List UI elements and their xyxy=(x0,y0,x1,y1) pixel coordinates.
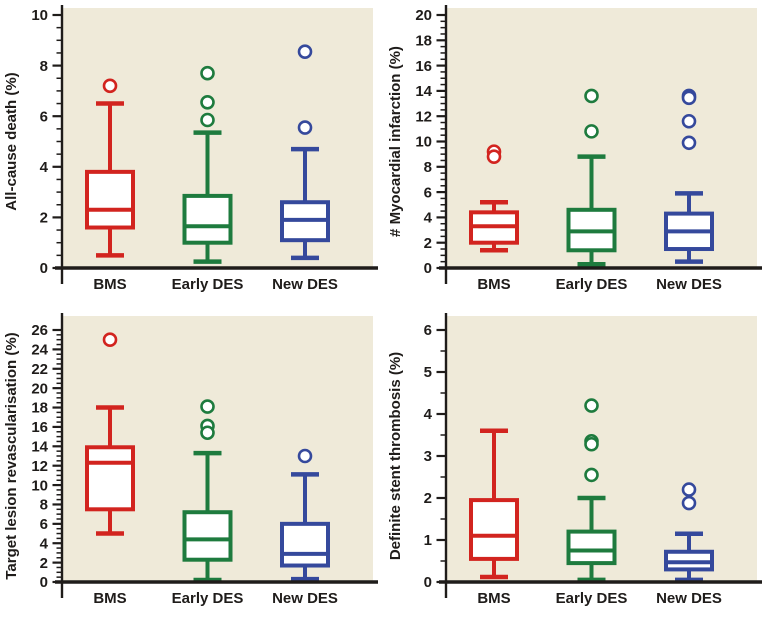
y-tick-label: 6 xyxy=(424,322,432,339)
outlier-point xyxy=(102,332,118,347)
y-tick-label: 3 xyxy=(424,448,432,465)
outlier-point xyxy=(200,65,215,81)
box-plot-bms xyxy=(469,144,519,253)
box-plot-early-des xyxy=(182,399,233,583)
outlier-point xyxy=(200,94,215,110)
x-category-label-bms: BMS xyxy=(93,590,126,607)
x-category-label-new-des: New DES xyxy=(656,276,722,293)
box-plot-new-des xyxy=(280,448,330,582)
outlier-point xyxy=(584,88,599,104)
y-tick-label: 10 xyxy=(31,477,48,494)
y-tick-label: 12 xyxy=(415,108,432,125)
y-tick-label: 22 xyxy=(31,361,48,378)
y-axis-label: # Myocardial infarction (%) xyxy=(387,46,404,237)
outlier-point xyxy=(681,495,697,511)
outlier-point xyxy=(200,399,215,414)
y-tick-label: 12 xyxy=(31,458,48,475)
y-axis-label: Definite stent thrombosis (%) xyxy=(387,352,404,560)
y-tick-label: 20 xyxy=(31,380,48,397)
outlier-point xyxy=(681,90,697,106)
panel-definite-stent-thrombosis-: 0 1 2 3 4 5 6 Definite stent thrombosis (%) BMS E… xyxy=(387,313,762,607)
y-tick-label: 8 xyxy=(424,159,432,176)
y-tick-label: 2 xyxy=(40,555,48,572)
iqr-box xyxy=(280,521,330,568)
outlier-point xyxy=(681,482,697,497)
iqr-box xyxy=(182,510,233,562)
y-tick-label: 6 xyxy=(424,184,432,201)
x-category-label-bms: BMS xyxy=(477,590,510,607)
y-tick-label: 24 xyxy=(31,342,48,359)
y-tick-label: 18 xyxy=(31,400,48,417)
x-category-label-new-des: New DES xyxy=(656,590,722,607)
panel--myocardial-infarction-: 0 2 4 6 8 10 12 14 16 18 20 # Myocardial infarction… xyxy=(387,5,762,293)
iqr-box xyxy=(469,498,519,561)
outlier-point xyxy=(584,398,599,413)
y-tick-label: 18 xyxy=(415,33,432,50)
y-tick-label: 16 xyxy=(31,419,48,436)
y-tick-label: 0 xyxy=(424,574,432,591)
y-tick-label: 4 xyxy=(424,210,433,227)
x-category-label-early-des: Early DES xyxy=(172,590,244,607)
outlier-point xyxy=(200,425,215,441)
iqr-box xyxy=(85,169,135,230)
box-plot-bms xyxy=(85,78,135,258)
outlier-point xyxy=(681,113,697,129)
y-tick-label: 2 xyxy=(40,210,48,227)
box-plot-bms xyxy=(469,428,519,580)
outlier-point xyxy=(297,120,313,135)
x-category-label-early-des: Early DES xyxy=(172,276,244,293)
outlier-point xyxy=(681,135,697,151)
y-tick-label: 6 xyxy=(40,516,48,533)
y-tick-label: 4 xyxy=(40,159,49,176)
y-tick-label: 16 xyxy=(415,58,432,75)
y-tick-label: 4 xyxy=(424,406,433,423)
box-plot-new-des xyxy=(664,482,714,583)
y-axis-label: All-cause death (%) xyxy=(3,72,20,210)
y-tick-label: 0 xyxy=(40,574,48,591)
y-tick-label: 5 xyxy=(424,364,432,381)
outlier-point xyxy=(584,436,599,452)
box-plot-new-des xyxy=(280,44,330,261)
y-tick-label: 1 xyxy=(424,532,432,549)
y-tick-label: 20 xyxy=(415,7,432,24)
y-tick-label: 14 xyxy=(415,83,432,100)
x-category-label-new-des: New DES xyxy=(272,590,338,607)
outlier-point xyxy=(584,467,599,483)
outlier-point xyxy=(486,149,502,164)
y-tick-label: 2 xyxy=(424,235,432,252)
y-tick-label: 14 xyxy=(31,439,48,456)
x-category-label-early-des: Early DES xyxy=(556,276,628,293)
box-plot-early-des xyxy=(566,88,617,267)
x-category-label-new-des: New DES xyxy=(272,276,338,293)
y-tick-label: 4 xyxy=(40,535,49,552)
y-tick-label: 8 xyxy=(40,58,48,75)
y-tick-label: 26 xyxy=(31,322,48,339)
y-axis-label: Target lesion revascularisation (%) xyxy=(3,332,20,579)
box-plot-bms xyxy=(85,332,135,536)
y-tick-label: 0 xyxy=(40,260,48,277)
outlier-point xyxy=(297,44,313,59)
y-tick-label: 10 xyxy=(31,7,48,24)
outlier-point xyxy=(584,124,599,139)
outlier-point xyxy=(102,78,118,94)
y-tick-label: 10 xyxy=(415,134,432,151)
y-tick-label: 8 xyxy=(40,497,48,514)
iqr-box xyxy=(566,529,617,566)
y-tick-label: 0 xyxy=(424,260,432,277)
y-tick-label: 6 xyxy=(40,108,48,125)
outlier-point xyxy=(297,448,313,464)
x-category-label-bms: BMS xyxy=(93,276,126,293)
box-plot-early-des xyxy=(182,65,233,264)
x-category-label-bms: BMS xyxy=(477,276,510,293)
box-plot-new-des xyxy=(664,88,714,264)
x-category-label-early-des: Early DES xyxy=(556,590,628,607)
panel-all-cause-death-: 0 2 4 6 8 10 All-cause death (%) BMS Early DES Ne… xyxy=(3,5,378,293)
y-tick-label: 2 xyxy=(424,490,432,507)
outlier-point xyxy=(200,112,215,128)
iqr-box xyxy=(182,193,233,245)
iqr-box xyxy=(85,445,135,512)
box-plot-early-des xyxy=(566,398,617,583)
